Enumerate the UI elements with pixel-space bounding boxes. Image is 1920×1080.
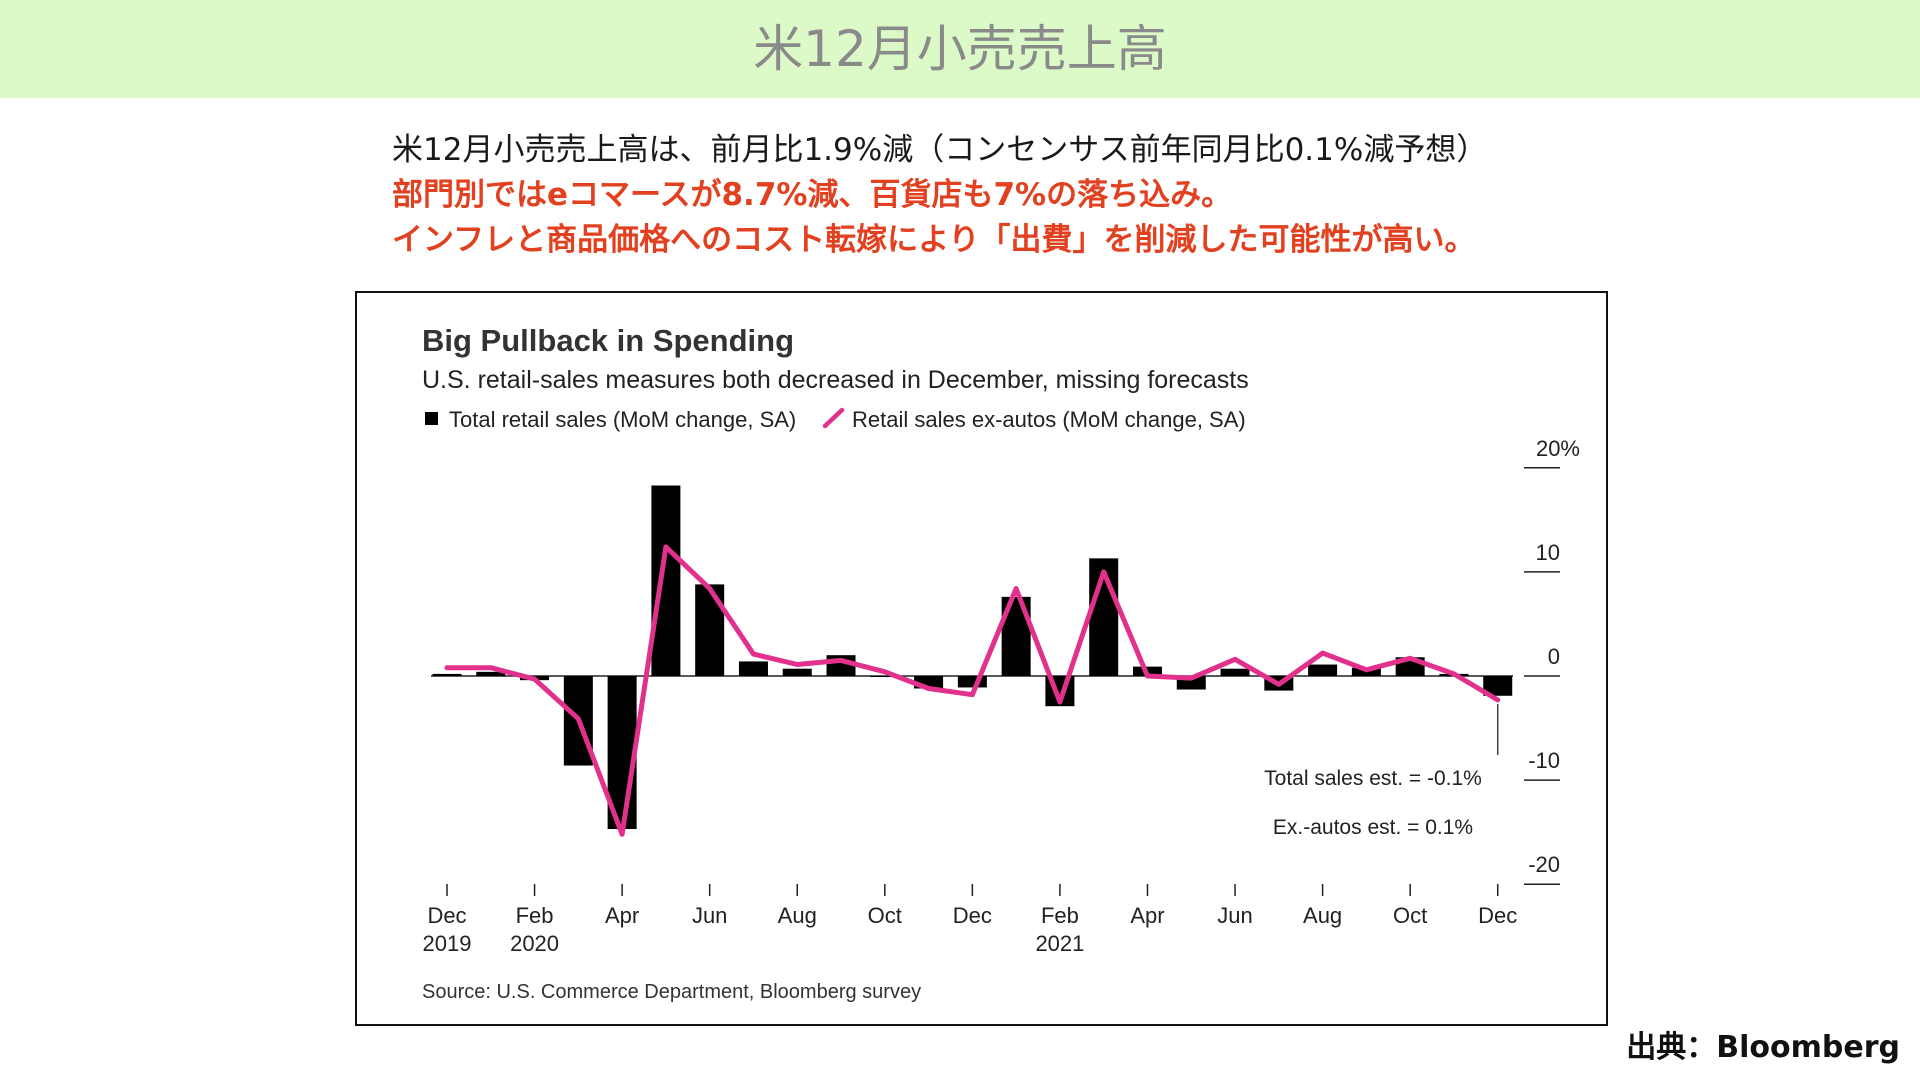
point-retail-sales-ex-autos-2020-08 (794, 662, 800, 667)
y-tick-label: 20% (1536, 436, 1580, 461)
bar-total-retail-sales-2020-08 (782, 668, 812, 676)
point-retail-sales-ex-autos-2020-01 (488, 665, 494, 671)
summary-line-1: 米12月小売売上高は、前月比1.9%減（コンセンサス前年同月比0.1%減予想） (392, 132, 1488, 168)
x-tick-label-month: Apr (605, 903, 639, 928)
point-retail-sales-ex-autos-2021-07 (1276, 681, 1282, 687)
point-retail-sales-ex-autos-2021-08 (1320, 650, 1325, 656)
annotation-total-sales-estimate: Total sales est. = -0.1% (1264, 767, 1482, 790)
point-retail-sales-ex-autos-2019-12 (444, 665, 450, 671)
bar-total-retail-sales-2020-01 (476, 671, 506, 676)
y-axis: 20% 10 0 -10 -20 (1524, 436, 1580, 885)
header-band: 米12月小売売上高 (0, 0, 1920, 98)
summary-text: 米12月小売売上高は、前月比1.9%減（コンセンサス前年同月比0.1%減予想） … (392, 128, 1487, 263)
legend-label-retail-sales-ex-autos: Retail sales ex-autos (MoM change, SA) (852, 407, 1246, 432)
series-retail-sales-ex-autos (444, 544, 1501, 837)
point-retail-sales-ex-autos-2021-01 (1013, 586, 1019, 591)
legend-swatch-total-retail-sales (425, 412, 438, 425)
legend-swatch-retail-sales-ex-autos (822, 407, 845, 429)
chart-subtitle: U.S. retail-sales measures both decrease… (422, 366, 1249, 394)
bar-total-retail-sales-2020-12 (957, 676, 987, 688)
x-tick-label-month: Feb (516, 903, 554, 928)
point-retail-sales-ex-autos-2020-11 (926, 686, 931, 691)
x-tick-label-year: 2019 (423, 931, 472, 956)
x-tick-label-month: Aug (1303, 903, 1342, 928)
bar-total-retail-sales-2021-08 (1308, 664, 1338, 676)
point-retail-sales-ex-autos-2020-05 (663, 544, 669, 550)
x-tick-label-month: Jun (692, 903, 727, 928)
summary-line-3: インフレと商品価格へのコスト転嫁により「出費」を削減した可能性が高い。 (392, 222, 1476, 258)
point-retail-sales-ex-autos-2020-02 (532, 676, 537, 682)
x-tick-label-month: Oct (1393, 903, 1427, 928)
x-tick-label-month: Jun (1217, 903, 1252, 928)
point-retail-sales-ex-autos-2020-04 (619, 831, 625, 837)
bar-total-retail-sales-2020-05 (651, 485, 681, 676)
bar-total-retail-sales-2020-07 (738, 661, 768, 676)
point-retail-sales-ex-autos-2021-11 (1451, 671, 1457, 677)
source-credit: 出典：Bloomberg (1626, 1030, 1900, 1065)
x-tick-label-year: 2020 (510, 931, 559, 956)
slide-title: 米12月小売売上高 (753, 20, 1167, 78)
point-retail-sales-ex-autos-2020-07 (751, 651, 756, 657)
point-retail-sales-ex-autos-2021-03 (1101, 569, 1107, 575)
line-retail-sales-ex-autos (444, 544, 1501, 837)
bar-total-retail-sales-2019-12 (432, 673, 462, 676)
point-retail-sales-ex-autos-2021-04 (1145, 673, 1150, 679)
y-tick-label: -10 (1528, 748, 1560, 773)
point-retail-sales-ex-autos-2020-09 (838, 658, 844, 663)
y-tick-label: -20 (1528, 852, 1560, 877)
x-tick-label-month: Dec (1478, 903, 1517, 928)
point-retail-sales-ex-autos-2021-10 (1407, 655, 1413, 661)
chart-frame: Big Pullback in Spending U.S. retail-sal… (355, 291, 1608, 1026)
y-tick-label: 10 (1536, 540, 1560, 565)
x-tick-label-year: 2021 (1035, 931, 1084, 956)
x-tick-label-month: Apr (1130, 903, 1164, 928)
chart: Big Pullback in Spending U.S. retail-sal… (422, 323, 1580, 1003)
point-retail-sales-ex-autos-2021-02 (1057, 699, 1063, 705)
x-tick-label-month: Oct (868, 903, 902, 928)
x-tick-label-month: Aug (778, 903, 817, 928)
x-tick-label-month: Dec (953, 903, 992, 928)
point-retail-sales-ex-autos-2020-10 (882, 669, 888, 675)
point-retail-sales-ex-autos-2021-05 (1188, 675, 1194, 681)
bar-total-retail-sales-2021-06 (1220, 668, 1250, 676)
point-retail-sales-ex-autos-2021-06 (1232, 656, 1238, 662)
point-retail-sales-ex-autos-2020-12 (970, 692, 975, 698)
y-tick-label: 0 (1548, 644, 1560, 669)
x-axis: Dec 2019 Feb 2020 Apr Jun Aug Oct Dec Feb 2021 Apr J… (423, 884, 1517, 956)
bar-total-retail-sales-2021-12 (1483, 676, 1513, 696)
chart-title: Big Pullback in Spending (422, 323, 794, 358)
point-retail-sales-ex-autos-2021-09 (1364, 667, 1369, 673)
x-tick-label-month: Dec (427, 903, 466, 928)
annotation-ex-autos-estimate: Ex.-autos est. = 0.1% (1273, 816, 1473, 839)
x-tick-label-month: Feb (1041, 903, 1079, 928)
point-retail-sales-ex-autos-2020-06 (707, 586, 713, 591)
legend-label-total-retail-sales: Total retail sales (MoM change, SA) (449, 407, 796, 432)
chart-source: Source: U.S. Commerce Department, Bloomb… (422, 981, 921, 1003)
summary-line-2: 部門別ではeコマースが8.7%減、百貨店も7%の落ち込み。 (392, 177, 1233, 213)
point-retail-sales-ex-autos-2021-12 (1495, 697, 1501, 703)
point-retail-sales-ex-autos-2020-03 (575, 716, 581, 722)
bar-total-retail-sales-2020-06 (695, 584, 725, 676)
bar-total-retail-sales-2020-10 (870, 676, 900, 678)
legend: Total retail sales (MoM change, SA) Reta… (425, 407, 1246, 432)
